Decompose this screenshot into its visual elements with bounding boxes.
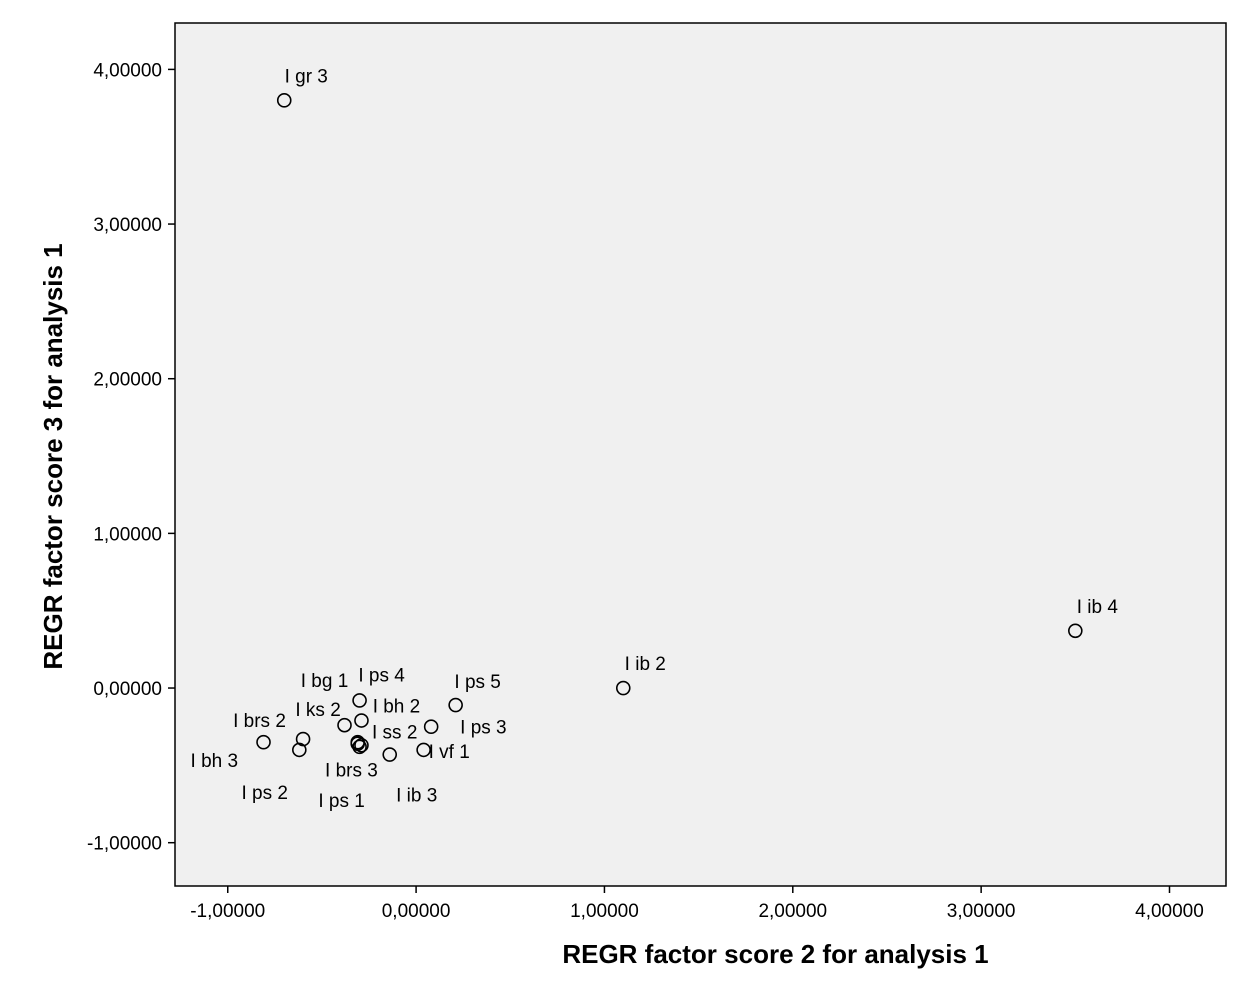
data-point-label: I bg 1 (301, 671, 349, 692)
y-tick-label: -1,00000 (87, 834, 162, 855)
y-tick-label: 0,00000 (93, 679, 162, 700)
data-point-label: I bh 2 (373, 697, 421, 718)
data-point-label: I ps 1 (318, 791, 364, 812)
y-tick-label: 1,00000 (93, 524, 162, 545)
data-point (448, 697, 463, 713)
data-point (354, 737, 369, 753)
data-point (352, 693, 367, 708)
data-point-label: I ib 2 (625, 654, 666, 675)
data-point-label: I ks 2 (295, 700, 340, 721)
x-tick-label: 3,00000 (947, 901, 1016, 922)
data-point (256, 734, 271, 750)
data-point-label: I ib 3 (396, 786, 437, 807)
data-point-label: I brs 2 (233, 711, 286, 732)
data-points (256, 93, 1083, 762)
data-point (292, 742, 307, 758)
y-axis: -1,00000 0,00000 1,00000 2,00000 3,00000 4,00… (87, 60, 175, 855)
x-tick-label: 4,00000 (1135, 901, 1204, 922)
y-tick-label: 2,00000 (93, 370, 162, 391)
data-point-label: I brs 3 (325, 760, 378, 781)
plot-area (174, 22, 1227, 887)
x-axis-title: REGR factor score 2 for analysis 1 (562, 939, 988, 969)
data-point-label: I ib 4 (1077, 597, 1119, 618)
data-point-label: I ps 5 (454, 672, 500, 693)
data-point (382, 747, 398, 762)
data-point-label: I vf 1 (429, 742, 470, 763)
data-point-label: I ps 3 (460, 718, 506, 739)
data-point (337, 717, 352, 733)
data-point-label: I ps 2 (241, 783, 287, 804)
data-point (354, 713, 369, 728)
x-tick-label: 0,00000 (382, 901, 451, 922)
x-tick-label: 2,00000 (758, 901, 827, 922)
data-point (1068, 623, 1083, 639)
data-point (276, 93, 292, 108)
data-point-label: I ss 2 (372, 723, 417, 744)
data-point (416, 742, 431, 758)
data-point-label: I gr 3 (285, 66, 328, 87)
data-point-label: I bh 3 (191, 751, 239, 772)
data-point-label: I ps 4 (358, 665, 405, 686)
x-tick-label: 1,00000 (570, 901, 639, 922)
data-point (350, 734, 366, 750)
data-point (423, 719, 439, 735)
x-axis: -1,00000 0,00000 1,00000 2,00000 3,00000 4,00… (190, 886, 1204, 922)
y-axis-title: REGR factor score 3 for analysis 1 (38, 243, 68, 669)
x-tick-label: -1,00000 (190, 901, 265, 922)
data-point (615, 680, 631, 696)
y-tick-label: 3,00000 (93, 215, 162, 236)
point-labels: I gr 3 I ib 4 I ib 2 I ps 5 I ps 4 I bg 1 I bh… (191, 66, 1119, 811)
y-tick-label: 4,00000 (93, 60, 162, 81)
